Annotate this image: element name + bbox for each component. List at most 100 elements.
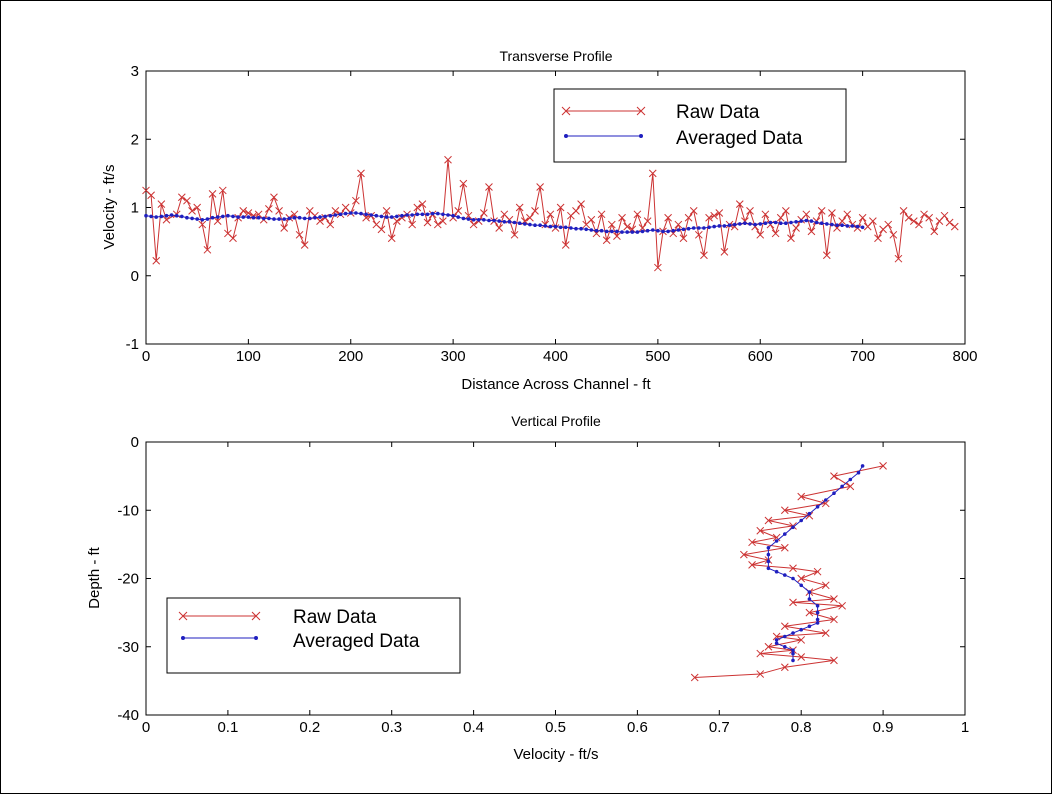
data-point-x-marker [813,567,822,576]
data-point-dot-marker [425,212,430,217]
data-point-x-marker [740,550,748,559]
legend-raw-label: Raw Data [293,607,377,628]
data-point-dot-marker [666,229,670,234]
data-point-x-marker [805,608,814,617]
x-axis-label: Distance Across Channel - ft [461,376,651,393]
data-point-dot-marker [343,211,348,216]
legend-avg-marker [181,636,185,640]
data-point-x-marker [904,213,913,222]
y-tick-label: -20 [117,571,139,588]
data-point-x-marker [781,207,790,215]
data-point-x-marker [295,230,304,239]
data-point-dot-marker [594,228,599,233]
data-point-x-marker [387,234,396,243]
data-point-x-marker [239,207,248,215]
legend-avg-marker [254,636,258,640]
y-tick-label: -40 [117,707,139,724]
data-point-x-marker [822,251,831,260]
data-point-x-marker [577,200,585,208]
data-point-dot-marker [497,219,502,223]
data-point-dot-marker [783,645,787,649]
data-point-dot-marker [456,215,461,219]
data-point-x-marker [797,636,806,644]
data-point-dot-marker [400,213,404,218]
data-point-x-marker [326,220,335,229]
data-point-x-marker [802,210,811,219]
data-point-x-marker [869,217,877,226]
data-point-dot-marker [855,224,860,229]
data-point-x-marker [218,186,227,195]
x-tick-label: 0.8 [791,719,812,736]
data-point-x-marker [495,224,504,232]
data-point-dot-marker [799,518,803,523]
data-point-dot-marker [774,569,779,574]
data-point-x-marker [756,526,765,535]
data-point-dot-marker [318,215,322,219]
legend-avg-marker [564,134,568,138]
chart-title: Vertical Profile [511,413,601,429]
x-tick-label: 0.5 [545,719,566,736]
data-point-x-marker [772,533,781,542]
data-point-dot-marker [389,215,394,219]
data-point-dot-marker [563,225,568,230]
data-point-x-marker [177,193,186,202]
data-point-x-marker [764,516,773,525]
data-point-x-marker [756,230,765,239]
data-point-x-marker [607,220,616,229]
data-point-dot-marker [860,464,865,468]
data-point-dot-marker [671,228,675,233]
data-point-dot-marker [308,216,312,221]
data-point-dot-marker [461,216,466,221]
data-point-x-marker [648,169,657,178]
data-point-dot-marker [190,216,194,221]
data-point-x-marker [613,232,621,241]
data-point-x-marker [643,217,652,226]
y-tick-label: -30 [117,639,139,656]
data-point-x-marker [710,211,719,220]
data-point-x-marker [623,222,632,231]
data-point-x-marker [152,256,161,265]
data-point-dot-marker [807,597,812,601]
data-point-x-marker [418,200,427,208]
data-point-dot-marker [364,212,368,217]
y-axis-label: Depth - ft [86,546,103,609]
data-point-dot-marker [446,213,450,217]
chart-marks [690,462,887,682]
data-point-dot-marker [815,617,820,622]
data-point-x-marker [444,155,452,164]
data-point-dot-marker [832,491,836,496]
data-point-dot-marker [794,220,798,224]
data-point-x-marker [920,210,928,219]
data-point-x-marker [789,564,797,573]
data-point-dot-marker [640,229,645,234]
data-point-x-marker [556,203,565,212]
data-point-dot-marker [543,224,548,228]
data-point-dot-marker [584,227,588,232]
data-point-dot-marker [824,498,828,502]
data-point-dot-marker [415,212,420,217]
x-tick-label: 0.7 [709,719,730,736]
data-point-x-marker [208,189,217,198]
data-point-dot-marker [502,220,507,224]
data-point-dot-marker [830,222,834,227]
data-point-dot-marker [338,212,343,217]
data-point-dot-marker [374,213,379,218]
legend-avg-marker [639,134,643,138]
legend: Raw Data Averaged Data [553,88,847,163]
data-point-x-marker [830,595,838,603]
data-point-dot-marker [553,224,558,229]
data-point-dot-marker [799,583,803,588]
x-tick-label: 0.6 [627,719,648,736]
data-point-dot-marker [441,212,445,217]
data-point-dot-marker [681,227,686,232]
data-point-dot-marker [835,223,839,227]
data-point-dot-marker [471,218,476,222]
data-point-x-marker [797,653,806,661]
plot-area [145,441,966,716]
data-point-x-marker [830,472,838,480]
chart-marks [142,155,959,272]
data-point-x-marker [838,217,847,226]
data-point-dot-marker [763,221,768,225]
data-point-x-marker [188,207,196,215]
